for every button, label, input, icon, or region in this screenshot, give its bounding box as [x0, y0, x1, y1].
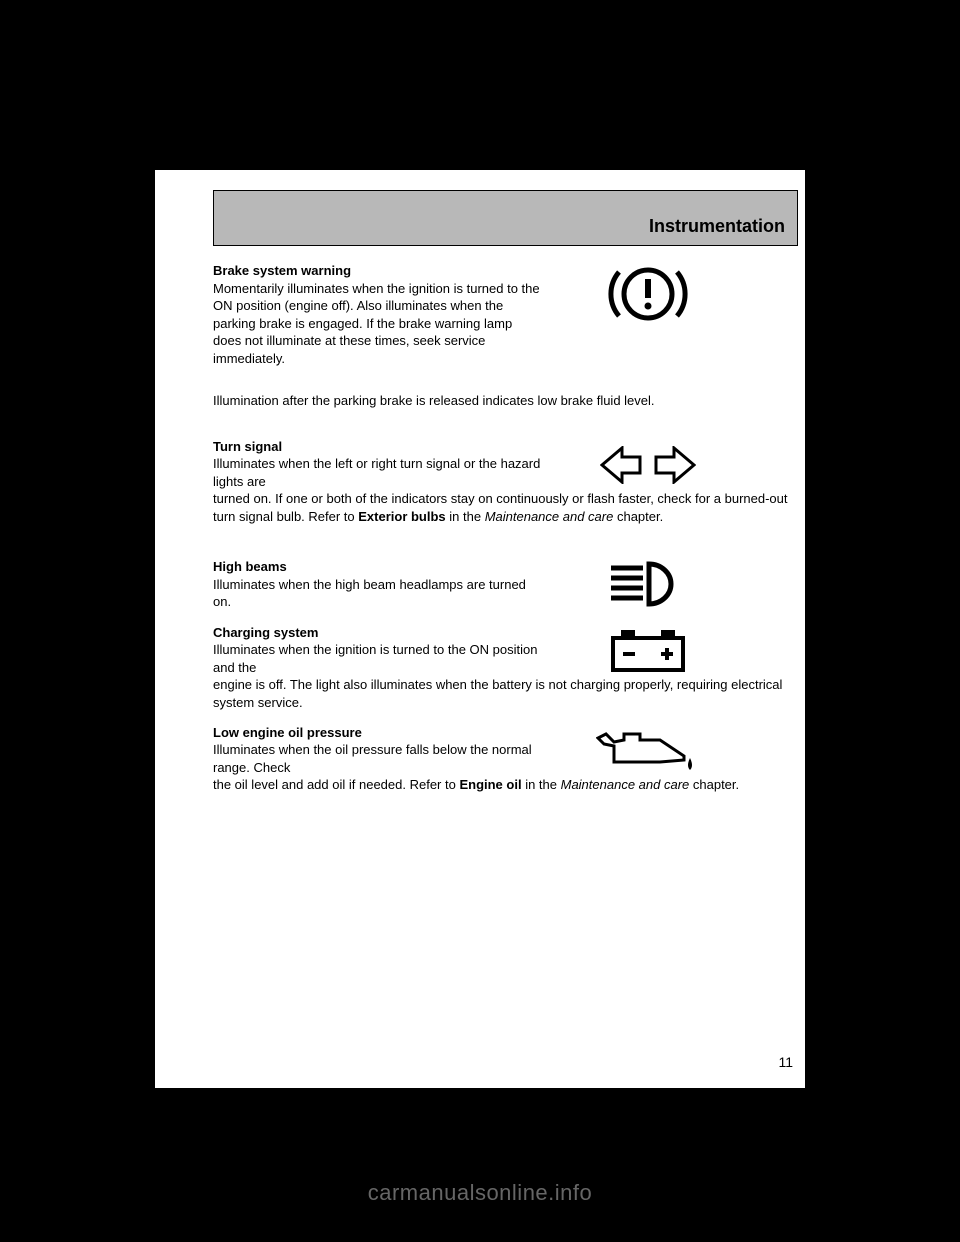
- s2-line1: Turn signal: [213, 438, 543, 456]
- s5-line1: Low engine oil pressure: [213, 724, 543, 742]
- s4-line1: Charging system: [213, 624, 543, 642]
- turn-signal-icon: [588, 446, 708, 484]
- manual-page: Instrumentation Brake system warning Mom…: [155, 170, 805, 1088]
- section-header-title: Instrumentation: [649, 216, 785, 237]
- page-number: 11: [778, 1054, 793, 1070]
- s5-p1a: Illuminates when the oil pressure falls …: [213, 741, 543, 776]
- s1-line1: Brake system warning: [213, 262, 543, 280]
- s4-p1b: engine is off. The light also illuminate…: [213, 676, 798, 711]
- s5-p1b: the oil level and add oil if needed. Ref…: [213, 776, 798, 794]
- s3-p1: Illuminates when the high beam headlamps…: [213, 576, 543, 611]
- s4-p1a: Illuminates when the ignition is turned …: [213, 641, 543, 676]
- section-header: Instrumentation: [213, 190, 798, 246]
- s2-p1b: turned on. If one or both of the indicat…: [213, 490, 798, 525]
- oil-can-icon: [588, 730, 708, 774]
- s1-p1: Momentarily illuminates when the ignitio…: [213, 280, 543, 368]
- watermark: carmanualsonline.info: [368, 1180, 593, 1206]
- high-beam-icon: [588, 560, 708, 608]
- s3-line1: High beams: [213, 558, 543, 576]
- brake-warning-icon: [588, 262, 708, 326]
- s2-p1a: Illuminates when the left or right turn …: [213, 455, 543, 490]
- battery-icon: [588, 628, 708, 674]
- s1-p2: Illumination after the parking brake is …: [213, 392, 798, 410]
